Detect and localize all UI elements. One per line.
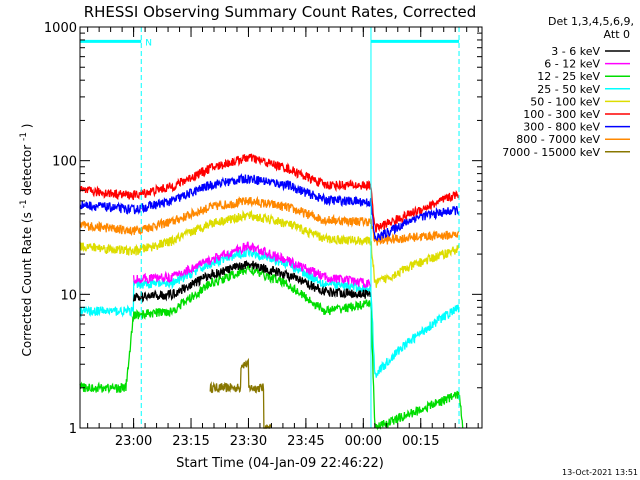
series-line-6-12-kev — [132, 241, 372, 289]
y-axis-label-part2: detector — [20, 145, 34, 196]
legend-header-attenuator: Att 0 — [604, 28, 630, 41]
series-line-300-800-kev — [79, 173, 460, 241]
legend-header-detectors: Det 1,3,4,5,6,9, — [548, 15, 634, 28]
y-tick-label: 10 — [60, 288, 77, 303]
legend-entry-label: 800 - 7000 keV — [516, 133, 600, 146]
x-tick-label: 23:00 — [115, 434, 152, 449]
series-line-800-7000-kev — [79, 195, 460, 246]
series-line-100-300-kev — [79, 153, 460, 233]
series-line-3-6-kev — [132, 259, 372, 303]
series-line-12-25-kev — [79, 265, 464, 431]
legend-entry-label: 100 - 300 keV — [523, 108, 600, 121]
series-line-25-50-kev — [79, 246, 460, 378]
x-axis-label: Start Time (04-Jan-09 22:46:22) — [176, 456, 384, 471]
legend-entry-label: 12 - 25 keV — [537, 70, 600, 83]
y-axis-label-part3: ) — [20, 124, 34, 129]
x-tick-label: 00:15 — [402, 434, 439, 449]
series-line-7000-15000-kev — [209, 357, 272, 429]
y-axis-label-sup2: -1 — [19, 132, 29, 141]
x-axis: 23:00 23:15 23:30 23:45 00:00 00:15 — [87, 27, 479, 449]
plot-area: N — [79, 26, 483, 431]
night-label: N — [145, 38, 152, 48]
y-tick-label: 100 — [52, 155, 77, 170]
legend-entry-label: 3 - 6 keV — [551, 45, 600, 58]
footer-timestamp: 13-Oct-2021 13:51 — [562, 468, 638, 477]
x-tick-label: 23:30 — [230, 434, 267, 449]
y-axis-label-sup1: -1 — [19, 199, 29, 208]
series-line-50-100-kev — [79, 209, 460, 288]
chart-title: RHESSI Observing Summary Count Rates, Co… — [84, 3, 477, 21]
y-axis-label: Corrected Count Rate (s -1 detector -1 ) — [19, 124, 34, 357]
plot-frame — [79, 26, 483, 429]
legend-entry-label: 300 - 800 keV — [523, 121, 600, 134]
legend-entry-label: 7000 - 15000 keV — [502, 146, 600, 159]
y-tick-label: 1000 — [44, 21, 77, 36]
x-tick-label: 23:15 — [172, 434, 209, 449]
x-tick-label: 00:00 — [345, 434, 382, 449]
legend-entry-label: 6 - 12 keV — [544, 58, 600, 71]
legend-entry-label: 25 - 50 keV — [537, 83, 600, 96]
y-axis-label-part1: Corrected Count Rate (s — [20, 212, 34, 356]
y-tick-label: 1 — [69, 422, 77, 437]
y-axis: 1 10 100 1000 — [44, 21, 482, 437]
legend-entry-label: 50 - 100 keV — [530, 95, 600, 108]
x-tick-label: 23:45 — [287, 434, 324, 449]
